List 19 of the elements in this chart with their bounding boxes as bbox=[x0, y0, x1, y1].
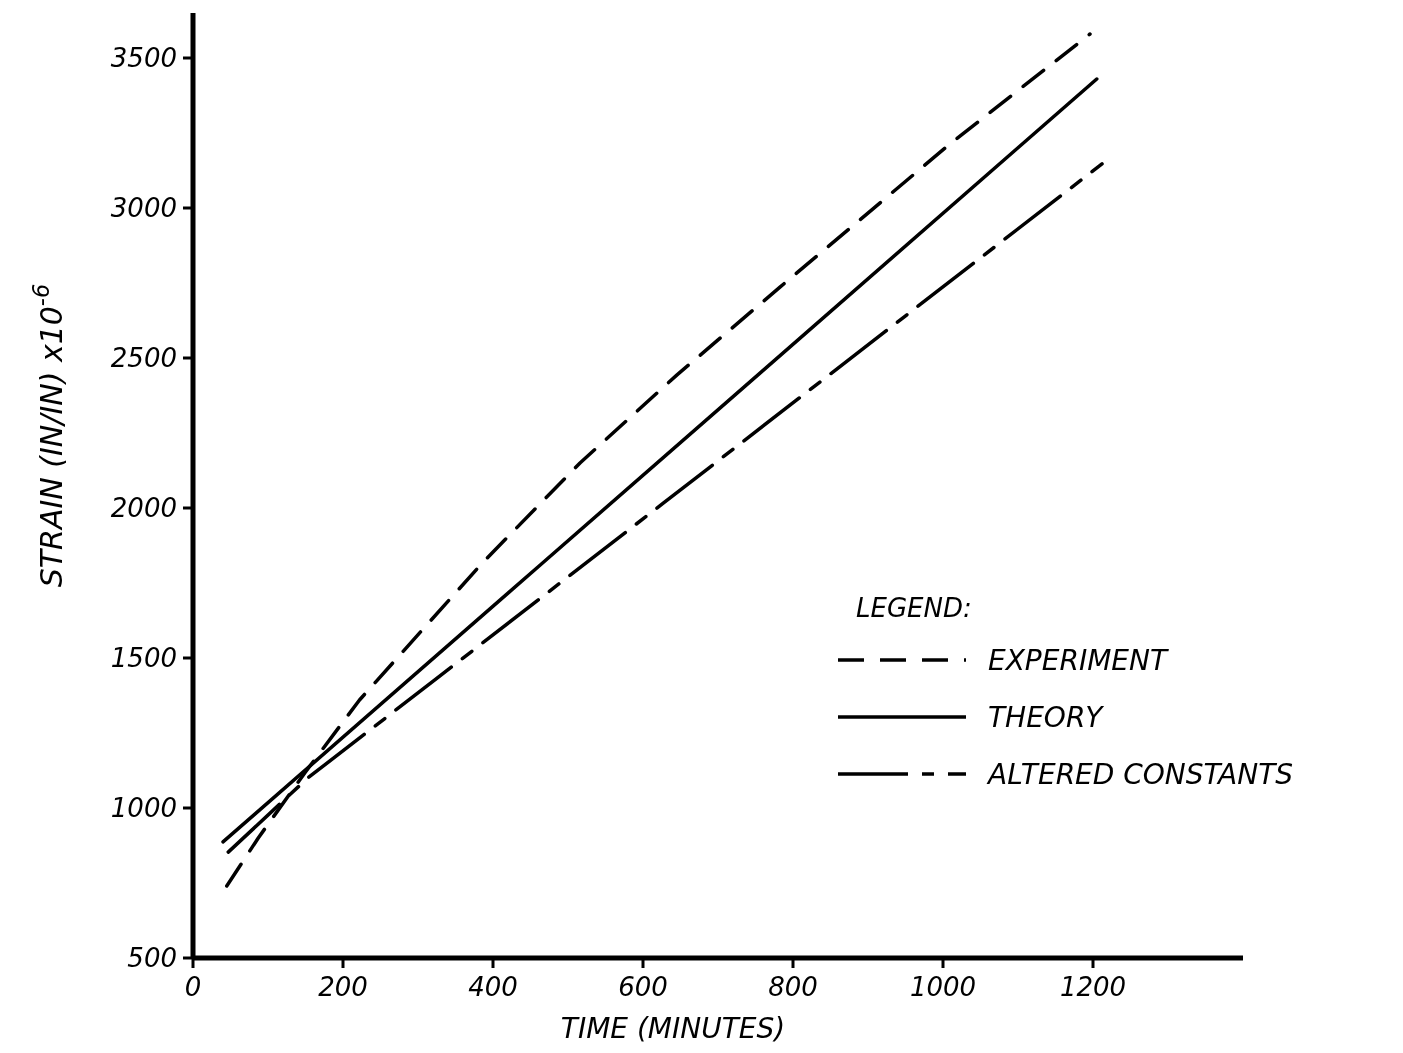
x-tick-label: 0 bbox=[184, 972, 202, 1002]
x-tick-label: 1000 bbox=[909, 972, 977, 1002]
x-axis-title: TIME (MINUTES) bbox=[560, 1012, 786, 1045]
y-tick-label: 2000 bbox=[110, 493, 177, 524]
legend-label: ALTERED CONSTANTS bbox=[986, 757, 1294, 791]
legend-label: EXPERIMENT bbox=[988, 643, 1169, 677]
y-tick-label: 3000 bbox=[110, 193, 177, 224]
x-tick-label: 800 bbox=[768, 972, 818, 1002]
y-tick-label: 1500 bbox=[110, 643, 177, 674]
y-tick-label: 500 bbox=[127, 943, 177, 974]
legend-title: LEGEND: bbox=[856, 593, 972, 624]
x-tick-label: 1200 bbox=[1059, 972, 1127, 1002]
y-tick-label: 2500 bbox=[110, 343, 177, 374]
y-tick-label: 1000 bbox=[110, 793, 177, 824]
x-tick-label: 200 bbox=[318, 972, 368, 1002]
y-tick-label: 3500 bbox=[110, 43, 177, 74]
legend-label: THEORY bbox=[988, 700, 1105, 734]
x-tick-label: 400 bbox=[468, 972, 518, 1002]
x-tick-label: 600 bbox=[618, 972, 668, 1002]
